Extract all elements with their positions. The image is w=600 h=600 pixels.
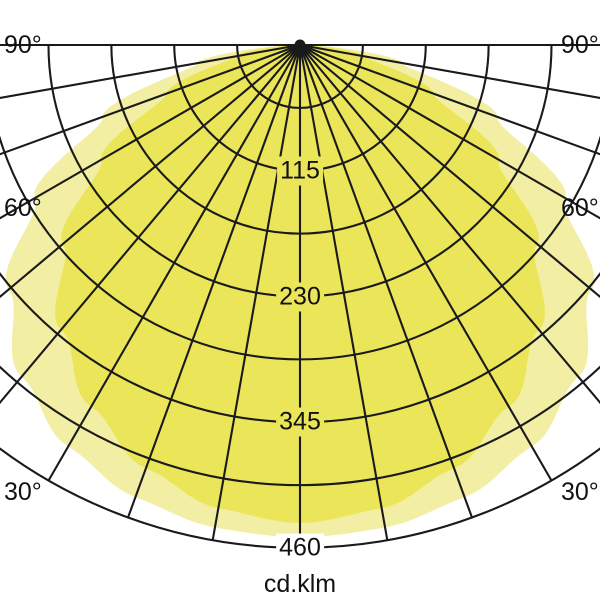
grid-radial--80 xyxy=(0,43,301,99)
grid-radial--50 xyxy=(0,44,301,299)
angle-label-right-90: 90° xyxy=(561,31,599,59)
ring-label-115: 115 xyxy=(277,156,323,186)
grid-radial--10 xyxy=(211,44,302,541)
grid-radial--60 xyxy=(0,44,301,220)
angle-label-left-60: 60° xyxy=(4,194,42,222)
grid-radial-70 xyxy=(299,44,600,156)
grid-radial-10 xyxy=(298,44,389,541)
grid-radial-20 xyxy=(299,44,474,519)
grid-radial--70 xyxy=(0,44,301,156)
grid-radial--20 xyxy=(126,44,301,519)
grid-radial-40 xyxy=(299,44,600,405)
origin-marker xyxy=(294,39,306,51)
ring-label-230: 230 xyxy=(276,282,324,311)
angle-label-left-90: 90° xyxy=(4,31,42,59)
grid-radial--30 xyxy=(47,44,301,482)
grid-radial--40 xyxy=(0,44,301,405)
polar-grid-radials xyxy=(0,43,600,549)
grid-radial-60 xyxy=(299,44,600,220)
angle-label-right-30: 30° xyxy=(561,478,599,506)
grid-radial-30 xyxy=(299,44,553,482)
angle-label-left-30: 30° xyxy=(4,478,42,506)
angle-label-right-60: 60° xyxy=(561,194,599,222)
grid-radial-80 xyxy=(299,43,600,99)
grid-radial-50 xyxy=(299,44,600,299)
ring-label-460: 460 xyxy=(276,533,324,563)
ring-label-345: 345 xyxy=(276,407,324,437)
unit-caption: cd.klm xyxy=(263,570,337,598)
